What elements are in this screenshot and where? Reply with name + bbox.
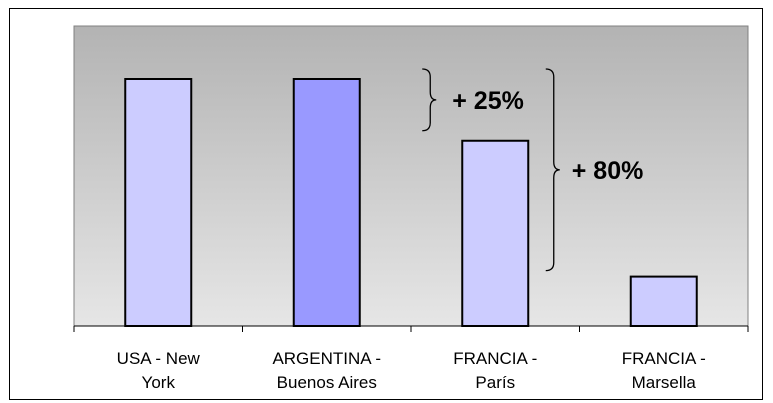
bar-3: [461, 139, 530, 327]
annotation-brace: [545, 68, 560, 272]
bar-1: [124, 78, 193, 327]
bar-4: [629, 275, 698, 328]
x-tick-label: FRANCIA -París: [453, 349, 537, 392]
annotation-label: + 25%: [452, 87, 524, 115]
bar-2: [292, 78, 361, 327]
x-tick-label: USA - New York: [117, 349, 201, 392]
annotation-label: + 80%: [572, 157, 644, 185]
x-tick-label: ARGENTINA -Buenos Aires: [272, 349, 381, 392]
x-tick-label: FRANCIA -Marsella: [622, 349, 706, 392]
annotation-brace: [422, 68, 437, 132]
